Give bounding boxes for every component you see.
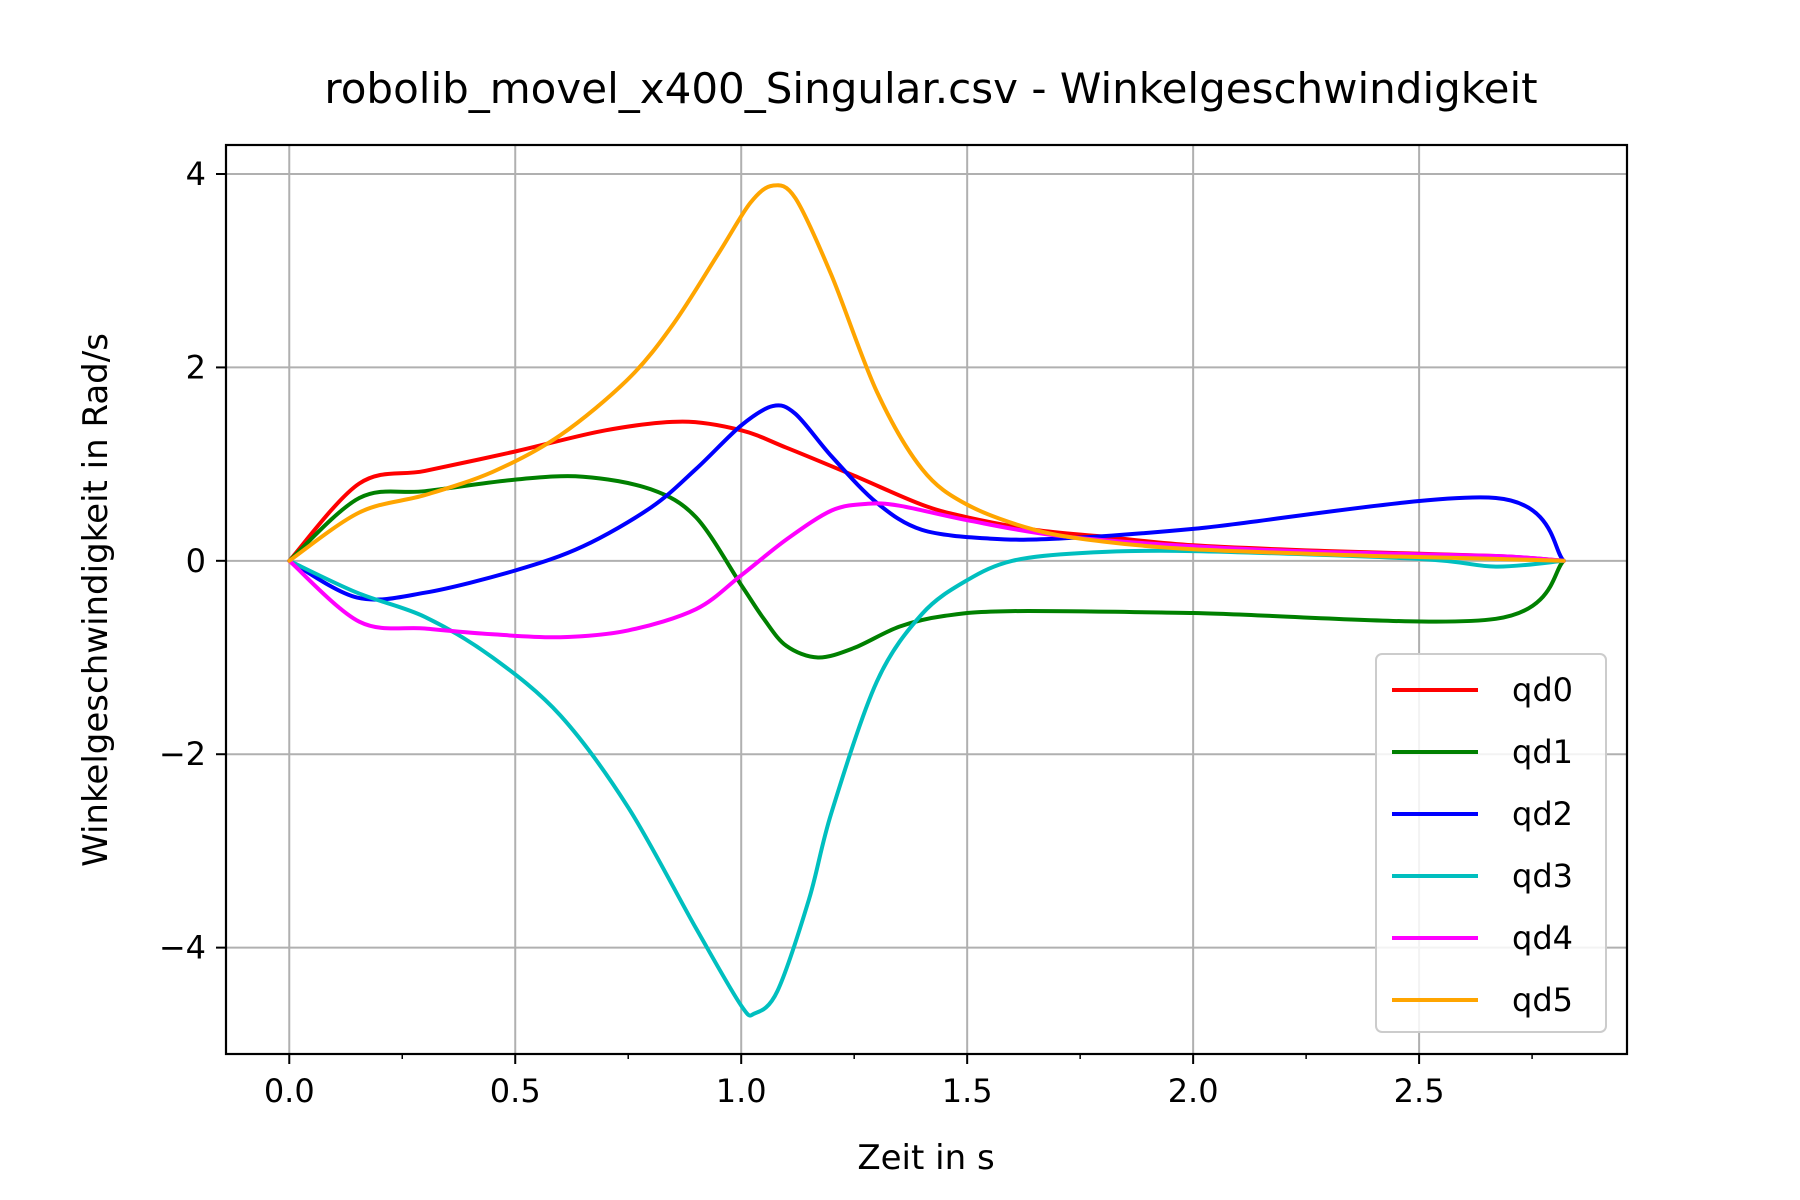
series-line-qd4	[287, 501, 1566, 640]
series-line-qd1	[287, 474, 1566, 660]
series-line-qd2	[287, 403, 1566, 602]
grid	[226, 145, 1627, 1054]
x-axis-label: Zeit in s	[857, 1138, 994, 1178]
plot-frame	[224, 143, 1629, 1056]
x-tick-label: 2.5	[1394, 1072, 1445, 1110]
chart-title: robolib_movel_x400_Singular.csv - Winkel…	[324, 64, 1537, 113]
x-tick-label: 0.0	[264, 1072, 315, 1110]
x-tick-label: 1.0	[716, 1072, 767, 1110]
legend-label-qd2: qd2	[1512, 795, 1573, 833]
legend-label-qd5: qd5	[1512, 981, 1573, 1019]
y-tick-label: −4	[159, 929, 206, 967]
series-line-qd5	[287, 183, 1566, 563]
plot-area	[287, 183, 1566, 1018]
y-tick-label: 0	[186, 542, 206, 580]
x-tick-label: 2.0	[1168, 1072, 1219, 1110]
legend-label-qd3: qd3	[1512, 857, 1573, 895]
legend-label-qd1: qd1	[1512, 733, 1573, 771]
x-axis: 0.0 0.5 1.0 1.5 2.0 2.5	[264, 1054, 1533, 1110]
legend-label-qd4: qd4	[1512, 919, 1573, 957]
legend-label-qd0: qd0	[1512, 671, 1573, 709]
x-tick-label: 1.5	[942, 1072, 993, 1110]
y-tick-label: 4	[186, 155, 206, 193]
y-axis: −4 −2 0 2 4	[159, 155, 226, 967]
legend: qd0 qd1 qd2 qd3 qd4 qd5	[1375, 653, 1607, 1033]
y-axis-label: Winkelgeschwindigkeit in Rad/s	[76, 333, 116, 867]
y-tick-label: −2	[159, 735, 206, 773]
y-tick-label: 2	[186, 348, 206, 386]
legend-box	[1375, 653, 1607, 1033]
x-tick-label: 0.5	[490, 1072, 541, 1110]
